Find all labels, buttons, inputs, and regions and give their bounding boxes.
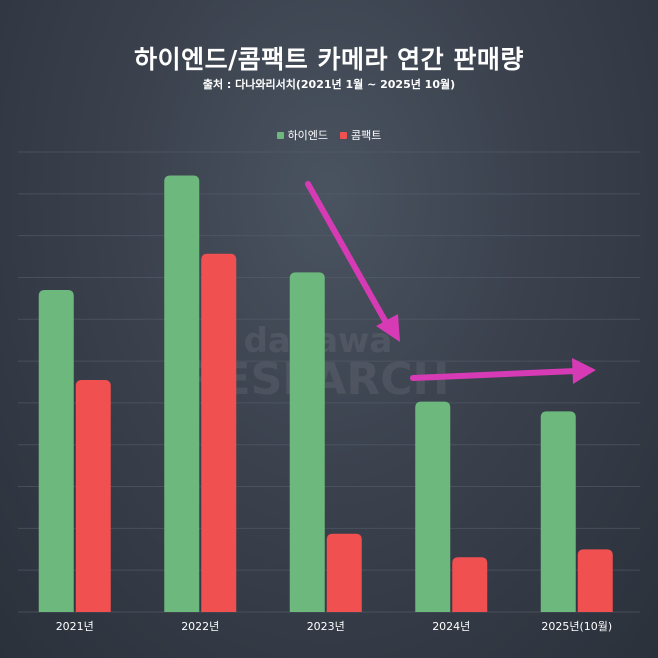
legend: 하이엔드 콤팩트 — [0, 127, 658, 143]
legend-swatch-compact — [340, 131, 348, 139]
x-tick-label: 2023년 — [307, 620, 345, 633]
down-arrow-head — [376, 314, 400, 342]
bar-compact — [201, 253, 237, 612]
bar-highend — [289, 272, 325, 612]
bar-highend — [415, 401, 451, 612]
legend-item-highend: 하이엔드 — [276, 127, 329, 143]
legend-label-compact: 콤팩트 — [351, 129, 382, 142]
bar-compact — [326, 533, 362, 612]
x-tick-label: 2022년 — [181, 620, 219, 633]
right-arrow-head — [572, 358, 596, 384]
chart-subtitle: 출처 : 다나와리서치(2021년 1월 ~ 2025년 10월) — [202, 78, 456, 91]
down-arrow — [305, 181, 391, 329]
x-tick-label: 2021년 — [56, 620, 94, 633]
x-tick-labels: 2021년 2022년 2023년 2024년 2025년(10월) — [56, 620, 612, 633]
bar-compact — [452, 557, 488, 612]
bar-highend — [38, 290, 74, 612]
trend-arrows — [305, 181, 596, 384]
bar-compact — [75, 380, 111, 612]
x-tick-label: 2024년 — [432, 620, 470, 633]
bar-highend — [540, 411, 576, 612]
legend-swatch-highend — [276, 131, 284, 139]
chart-title: 하이엔드/콤팩트 카메라 연간 판매량 — [134, 45, 524, 74]
bar-highend — [164, 175, 200, 612]
bar-compact — [577, 549, 613, 612]
bars — [38, 175, 613, 612]
right-arrow — [410, 368, 579, 381]
legend-label-highend: 하이엔드 — [287, 129, 329, 142]
legend-item-compact: 콤팩트 — [340, 127, 381, 143]
x-tick-label: 2025년(10월) — [541, 620, 612, 633]
